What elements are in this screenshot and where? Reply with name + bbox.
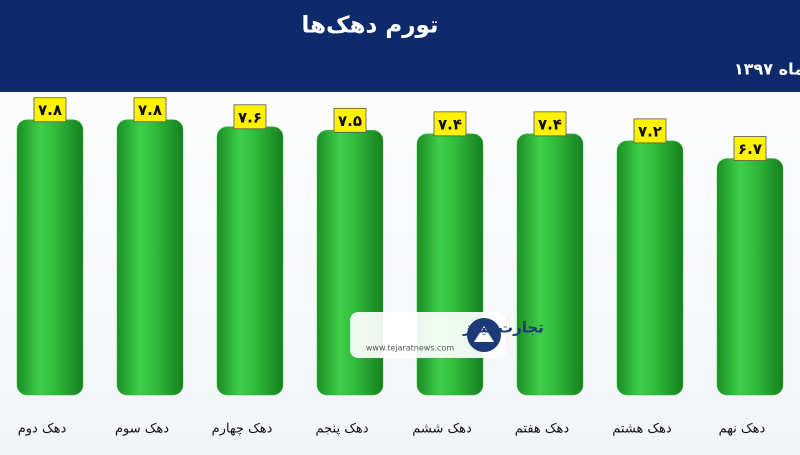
bar [216,126,284,396]
value-label-box [433,111,467,137]
value-label: ۷.۴ [438,115,462,133]
bar [516,133,584,396]
value-label: ۷.۵ [338,112,362,130]
bar [16,119,84,396]
x-tick-label: دهک ششم [412,422,472,437]
value-label: ۷.۸ [38,101,62,119]
x-tick-label: دهک پنجم [316,422,369,437]
value-label-box [333,107,367,133]
chart-title: تورم دهک‌ها [301,13,438,39]
x-tick-label: دهک دوم [18,422,67,437]
value-label-box [733,136,767,161]
header-band [0,0,800,92]
x-tick-label: دهک هشتم [612,422,672,437]
x-tick-label: دهک هفتم [515,422,570,437]
chart-subtitle: درصد تغییر ماهانه شاخص قیمت کل خانوارهای… [734,60,800,79]
value-label-box [33,97,67,123]
bar [716,158,784,396]
value-label: ۷.۴ [538,115,562,133]
x-tick-label: دهک چهارم [212,422,273,437]
watermark-box [350,312,506,358]
bar [116,119,184,396]
watermark-name: تجارت نیوز [462,319,544,337]
x-tick-label: دهک سوم [115,422,169,437]
value-label-box [533,111,567,137]
x-tick-label: دهک نهم [719,422,766,437]
value-label-box [133,97,167,123]
value-label: ۷.۸ [138,101,162,119]
value-label-box [233,104,267,130]
watermark: تجارت نیوز www.tejaratnews.com [350,312,544,358]
value-label: ۷.۶ [238,108,262,126]
value-label: ۷.۲ [638,122,662,140]
watermark-url: www.tejaratnews.com [366,344,454,353]
plot-area: ۷.۸ دهک دوم ۷.۸ دهک سوم ۷.۶ دهک چهارم ۷.۵ دهک پ… [16,97,784,437]
bar [616,140,684,396]
value-label-box [633,118,667,144]
watermark-logo-mark [474,326,494,342]
value-label: ۶.۷ [738,140,762,158]
